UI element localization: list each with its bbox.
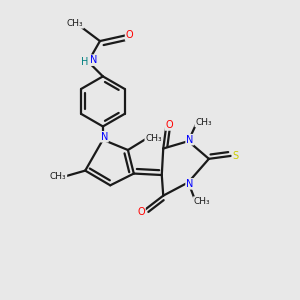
Text: CH₃: CH₃: [67, 19, 83, 28]
Text: N: N: [90, 55, 97, 65]
Text: CH₃: CH₃: [194, 197, 210, 206]
Text: N: N: [186, 179, 194, 189]
Text: N: N: [186, 135, 194, 145]
Text: CH₃: CH₃: [195, 118, 212, 127]
Text: O: O: [165, 120, 173, 130]
Text: CH₃: CH₃: [145, 134, 162, 143]
Text: CH₃: CH₃: [50, 172, 66, 181]
Text: O: O: [126, 30, 133, 40]
Text: N: N: [101, 132, 108, 142]
Text: S: S: [232, 151, 239, 161]
Text: O: O: [137, 207, 145, 217]
Text: H: H: [81, 57, 88, 67]
